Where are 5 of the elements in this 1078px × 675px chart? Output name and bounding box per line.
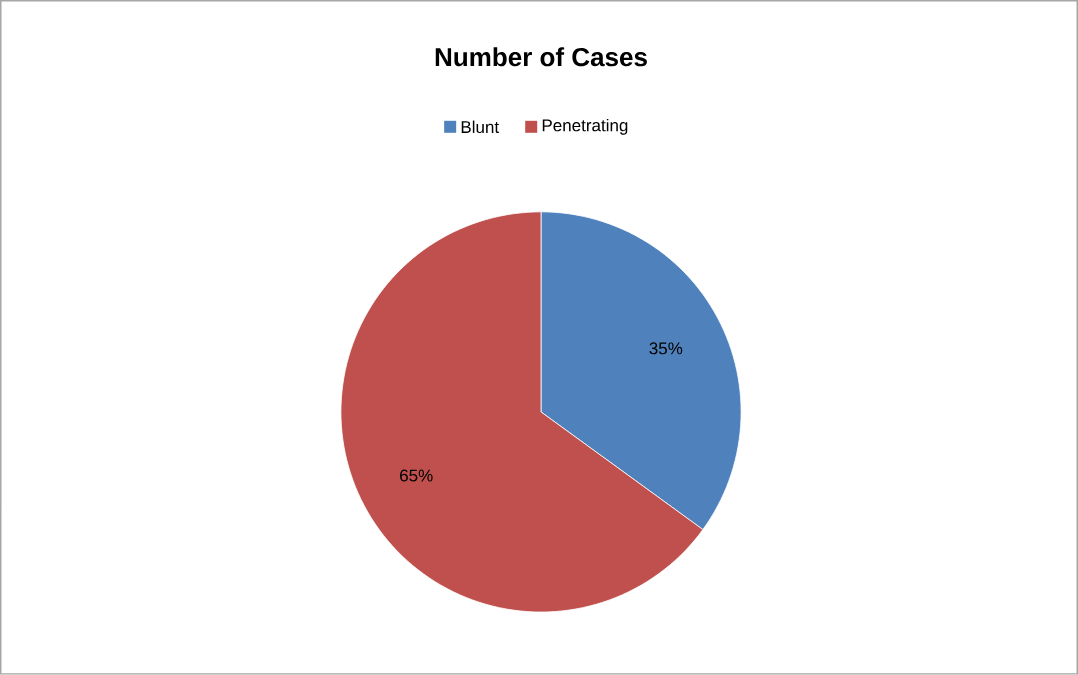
data-label: 35% — [649, 342, 683, 355]
legend-label: Blunt — [461, 120, 499, 134]
legend-label: Penetrating — [542, 118, 628, 135]
chart-title: Number of Cases — [435, 47, 647, 67]
data-label: 65% — [400, 469, 433, 482]
